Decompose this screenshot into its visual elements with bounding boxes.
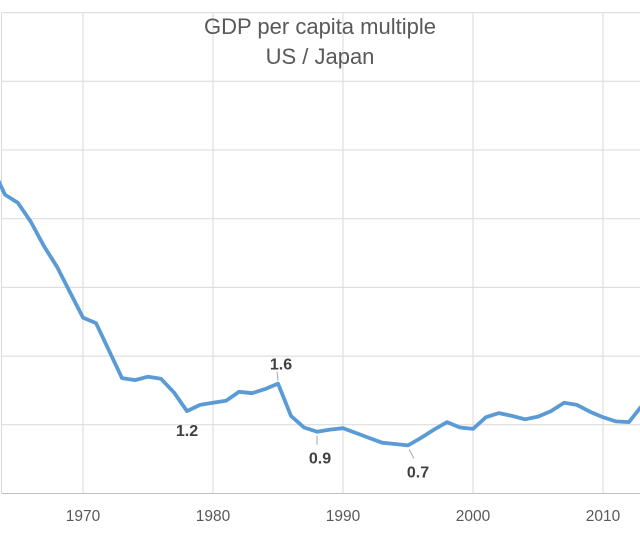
gridlines-group — [1, 12, 640, 494]
x-tick-label: 2010 — [586, 508, 621, 525]
data-label: 1.6 — [270, 357, 292, 374]
leader-line — [408, 449, 415, 459]
data-label: 0.7 — [407, 464, 429, 481]
chart-title: GDP per capita multiple — [204, 14, 436, 39]
chart-subtitle: US / Japan — [266, 44, 375, 69]
annotations-group: 1.2 1.6 0.9 0.7 — [176, 357, 429, 482]
series-line — [0, 179, 640, 448]
data-label: 1.2 — [176, 423, 198, 440]
data-label: 0.9 — [309, 451, 331, 468]
leader-line — [276, 371, 279, 381]
x-axis-labels-group: 1970 1980 1990 2000 2010 — [66, 508, 621, 525]
x-tick-label: 1990 — [326, 508, 361, 525]
x-tick-label: 1970 — [66, 508, 101, 525]
x-tick-label: 1980 — [196, 508, 231, 525]
series-group — [0, 179, 640, 448]
x-tick-label: 2000 — [456, 508, 491, 525]
